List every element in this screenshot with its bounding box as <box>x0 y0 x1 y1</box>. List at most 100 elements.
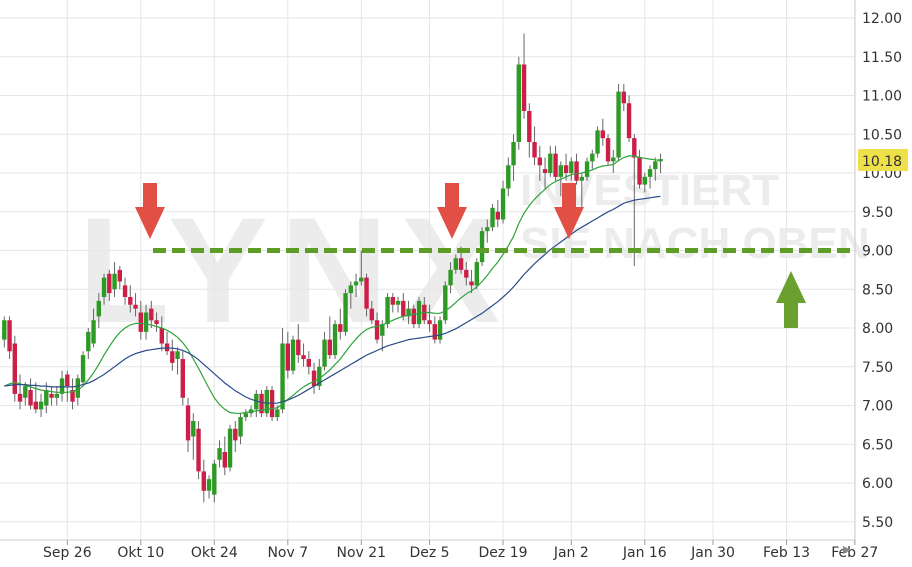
candle-body <box>647 169 653 177</box>
y-tick-label: 7.50 <box>862 360 893 376</box>
candle-body <box>143 312 149 332</box>
candle-body <box>385 297 390 325</box>
grid <box>0 0 856 540</box>
candle-body <box>464 269 469 278</box>
candle-body <box>275 409 280 418</box>
candle-body <box>23 386 28 398</box>
candle-body <box>437 320 443 340</box>
scroll-arrow-icon[interactable] <box>843 546 851 554</box>
candle-body <box>495 211 500 220</box>
price-tag-box <box>858 149 908 171</box>
candle-body <box>317 366 322 387</box>
candle-body <box>558 165 563 177</box>
candle-body <box>516 64 521 142</box>
candle-body <box>322 339 327 367</box>
annotations <box>135 183 852 328</box>
candle-body <box>133 304 138 309</box>
candle-body <box>259 393 264 414</box>
candle-body <box>611 157 616 162</box>
candle-body <box>122 285 128 297</box>
y-axis: 5.506.006.507.007.508.008.509.009.5010.0… <box>862 11 902 531</box>
candle-body <box>327 339 332 356</box>
last-price-label: 10.18 <box>862 154 902 170</box>
ma-long-line <box>4 195 661 404</box>
candle-body <box>191 421 196 437</box>
candle-body <box>80 355 86 383</box>
candle-body <box>338 324 343 332</box>
candle-body <box>170 351 175 363</box>
x-tick-label: Okt 10 <box>117 545 164 561</box>
watermark: LYNX INVESTIERT SIE NACH OBEN <box>78 166 870 354</box>
candle-body <box>306 359 311 367</box>
candle-body <box>584 161 590 177</box>
y-tick-label: 6.50 <box>862 437 893 453</box>
candle-body <box>632 138 637 158</box>
candle-body <box>59 378 65 394</box>
candle-body <box>159 328 164 344</box>
candle-body <box>416 300 422 325</box>
candle-body <box>511 142 516 166</box>
candle-body <box>569 161 574 173</box>
x-tick-label: Feb 13 <box>763 545 810 561</box>
candle-body <box>359 277 364 282</box>
x-tick-label: Jan 30 <box>690 545 735 561</box>
candle-body <box>233 428 238 441</box>
candle-body <box>264 390 269 414</box>
candle-body <box>353 281 359 286</box>
candle-body <box>343 293 348 332</box>
candle-body <box>54 393 59 398</box>
candle-body <box>227 428 233 468</box>
candle-body <box>616 91 621 158</box>
y-tick-label: 8.00 <box>862 321 893 337</box>
candle-body <box>180 359 185 398</box>
candle-body <box>138 312 143 332</box>
candle-body <box>254 393 259 410</box>
candle-body <box>311 370 317 387</box>
x-tick-label: Jan 2 <box>553 545 589 561</box>
x-axis: Sep 26 Okt 10 Okt 24 Nov 7 Nov 21 Dez 5 Dez 19… <box>43 540 878 561</box>
x-tick-label: Dez 5 <box>409 545 449 561</box>
candle-body <box>369 308 374 321</box>
y-tick-label: 10.50 <box>862 127 902 143</box>
candle-body <box>149 308 154 321</box>
candle-body <box>112 273 117 290</box>
candle-body <box>395 300 401 305</box>
candle-body <box>380 324 385 336</box>
candle-body <box>527 111 532 142</box>
moving-averages <box>4 155 661 414</box>
red-down-arrow-icon <box>135 183 165 239</box>
candle-body <box>448 269 453 286</box>
y-tick-label: 11.00 <box>862 89 902 105</box>
price-tag: 10.18 <box>858 149 908 171</box>
candle-body <box>532 142 537 158</box>
x-tick-label: Sep 26 <box>43 545 92 561</box>
candle-body <box>217 448 222 460</box>
candle-body <box>290 339 296 371</box>
candle-body <box>33 401 38 410</box>
candle-body <box>86 331 91 352</box>
candle-body <box>17 393 23 402</box>
y-tick-label: 12.00 <box>862 11 902 27</box>
candle-body <box>406 308 411 317</box>
candle-body <box>605 138 611 162</box>
candle-body <box>563 165 569 173</box>
candle-body <box>301 355 306 359</box>
candle-body <box>65 374 70 387</box>
candle-body <box>38 401 44 410</box>
candle-body <box>432 324 437 340</box>
candle-body <box>548 153 553 173</box>
candle-body <box>128 297 133 305</box>
candle-body <box>537 157 542 166</box>
candle-body <box>101 277 107 297</box>
x-tick-label: Jan 16 <box>622 545 667 561</box>
x-tick-label: Nov 7 <box>267 545 308 561</box>
candle-body <box>427 320 432 325</box>
candle-body <box>296 339 301 356</box>
candle-body <box>70 390 75 402</box>
candle-body <box>206 479 212 491</box>
candle-body <box>500 188 506 220</box>
candle-body <box>238 417 243 437</box>
y-tick-label: 8.50 <box>862 282 893 298</box>
y-tick-label: 7.00 <box>862 399 893 415</box>
